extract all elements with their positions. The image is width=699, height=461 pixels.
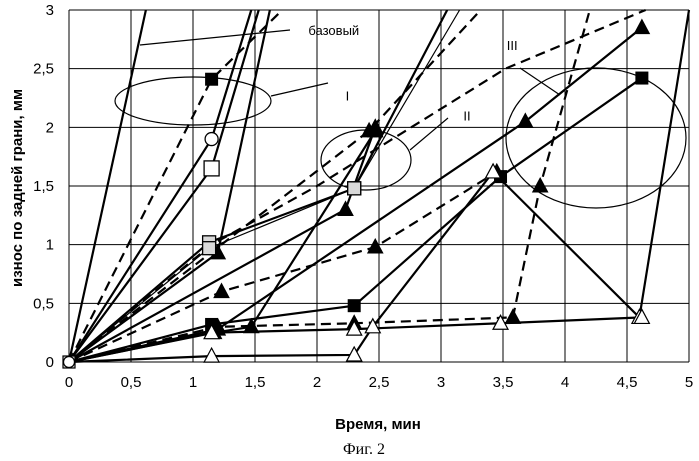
ellipse-group-II xyxy=(321,130,411,190)
y-tick-label: 1 xyxy=(46,237,54,254)
data-point-14-4 xyxy=(533,178,548,192)
annotation-pointer xyxy=(520,68,560,95)
grid xyxy=(69,10,689,362)
annotation-ellipses xyxy=(115,30,686,208)
data-point-12-2 xyxy=(348,300,360,312)
x-tick-label: 0,5 xyxy=(121,374,142,391)
series-line-10 xyxy=(69,172,497,362)
data-point-10-2 xyxy=(368,239,383,253)
x-tick-label: 1 xyxy=(189,374,197,391)
x-tick-label: 4 xyxy=(561,374,569,391)
y-tick-label: 0,5 xyxy=(33,295,54,312)
annotation-pointer xyxy=(271,83,328,96)
annotation-label: I xyxy=(346,89,350,104)
data-point-13-3 xyxy=(634,20,649,34)
data-point-10-1 xyxy=(214,284,229,298)
ellipse-group-III xyxy=(506,68,686,208)
y-tick-label: 2 xyxy=(46,119,54,136)
x-tick-label: 2,5 xyxy=(369,374,390,391)
data-point-14-3 xyxy=(505,309,520,323)
annotation-label: III xyxy=(507,38,518,53)
x-tick-label: 4,5 xyxy=(617,374,638,391)
data-point-12-4 xyxy=(636,72,648,84)
x-tick-label: 3,5 xyxy=(493,374,514,391)
x-tick-label: 2 xyxy=(313,374,321,391)
data-point-7-1 xyxy=(203,242,216,255)
data-point-13-2 xyxy=(518,113,533,127)
annotation-label: II xyxy=(463,109,470,124)
data-point-2-1 xyxy=(205,133,218,146)
data-point-4-1 xyxy=(206,73,218,85)
x-tick-label: 1,5 xyxy=(245,374,266,391)
x-axis-title: Время, мин xyxy=(335,416,421,433)
y-tick-label: 1,5 xyxy=(33,178,54,195)
y-axis-title: износ по задней грани, мм xyxy=(9,89,26,287)
x-tick-label: 3 xyxy=(437,374,445,391)
origin-marker xyxy=(64,357,75,368)
x-tick-label: 5 xyxy=(685,374,693,391)
annotation-label: базовый xyxy=(308,23,359,38)
data-point-3-1 xyxy=(204,161,219,176)
data-point-8-1 xyxy=(338,201,353,215)
x-tick-label: 0 xyxy=(65,374,73,391)
annotation-pointer xyxy=(410,118,448,150)
figure-caption: Фиг. 2 xyxy=(343,441,385,458)
data-point-7-2 xyxy=(348,182,361,195)
y-tick-label: 3 xyxy=(46,2,54,19)
y-tick-label: 0 xyxy=(46,354,54,371)
y-tick-label: 2,5 xyxy=(33,61,54,78)
annotation-pointer xyxy=(140,30,290,45)
